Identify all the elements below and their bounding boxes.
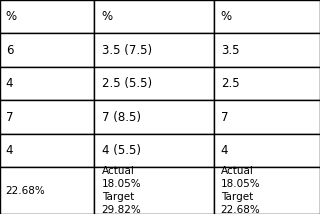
Bar [0,33,94,67]
Text: 6: 6 [6,44,13,57]
Bar [0,67,94,100]
Text: %: % [221,10,232,23]
Text: 7: 7 [6,111,13,124]
Bar [0,100,94,134]
Bar [0,134,94,167]
Text: 2.5 (5.5): 2.5 (5.5) [102,77,152,90]
Text: 3.5 (7.5): 3.5 (7.5) [102,44,152,57]
Text: 22.68%: 22.68% [6,186,45,196]
Text: 7: 7 [221,111,228,124]
Bar [94,100,214,134]
Text: 4: 4 [6,144,13,157]
Text: %: % [102,10,113,23]
Text: 3.5: 3.5 [221,44,239,57]
Bar [214,134,320,167]
Bar [214,67,320,100]
Text: Actual
18.05%
Target
29.82%: Actual 18.05% Target 29.82% [102,166,141,214]
Text: 7 (8.5): 7 (8.5) [102,111,140,124]
Bar [94,0,214,33]
Text: Actual
18.05%
Target
22.68%: Actual 18.05% Target 22.68% [221,166,260,214]
Bar [94,134,214,167]
Bar [0,0,94,33]
Bar [214,33,320,67]
Text: 2.5: 2.5 [221,77,239,90]
Bar [0,167,94,214]
Text: %: % [6,10,17,23]
Text: 4: 4 [6,77,13,90]
Bar [94,167,214,214]
Bar [94,33,214,67]
Bar [94,67,214,100]
Bar [214,100,320,134]
Text: 4 (5.5): 4 (5.5) [102,144,140,157]
Text: 4: 4 [221,144,228,157]
Bar [214,167,320,214]
Bar [214,0,320,33]
